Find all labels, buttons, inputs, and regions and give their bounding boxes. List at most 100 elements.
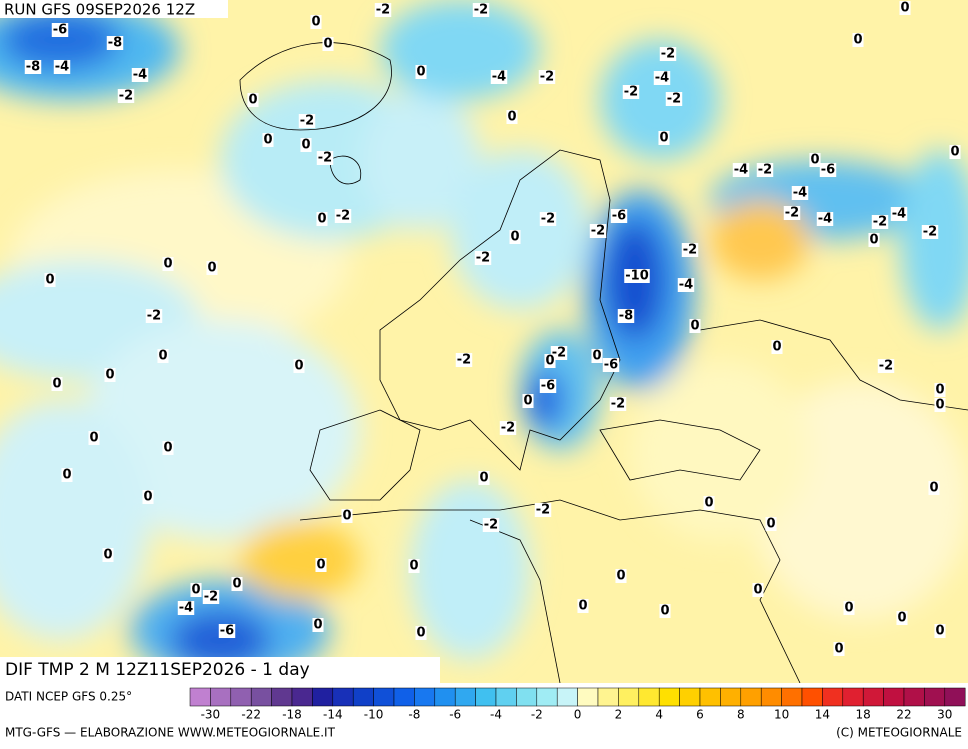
header-box bbox=[0, 0, 228, 18]
contour-label-bg bbox=[247, 93, 259, 107]
contour-label: 0 bbox=[61, 468, 73, 483]
contour-label-bg bbox=[765, 517, 777, 531]
contour-value: -2 bbox=[336, 209, 350, 224]
contour-label-bg bbox=[602, 358, 620, 372]
contour-value: -4 bbox=[492, 70, 506, 85]
contour-label-bg bbox=[190, 583, 202, 597]
contour-label: 0 bbox=[262, 133, 274, 148]
contour-value: 0 bbox=[301, 138, 310, 153]
contour-label: 0 bbox=[88, 431, 100, 446]
contour-label-bg bbox=[455, 353, 473, 367]
colorbar-swatch bbox=[699, 687, 721, 707]
contour-value: -2 bbox=[318, 151, 332, 166]
contour-label: 0 bbox=[752, 583, 764, 598]
contour-label-bg bbox=[177, 601, 195, 615]
colorbar-swatch bbox=[842, 687, 864, 707]
contour-value: -2 bbox=[119, 89, 133, 104]
contour-value: -2 bbox=[536, 503, 550, 518]
contour-value: 0 bbox=[592, 349, 601, 364]
contour-label-bg bbox=[474, 251, 492, 265]
contour-label-bg bbox=[622, 85, 640, 99]
colorbar-swatch bbox=[250, 687, 272, 707]
contour-label: 0 bbox=[247, 93, 259, 108]
contour-label-bg bbox=[534, 503, 552, 517]
contour-label-bg bbox=[934, 383, 946, 397]
colorbar-swatch bbox=[679, 687, 701, 707]
contour-label: -4 bbox=[177, 601, 195, 616]
run-label: RUN GFS 09SEP2026 12Z bbox=[4, 1, 195, 19]
contour-label: -2 bbox=[921, 225, 939, 240]
contour-value: -4 bbox=[133, 68, 147, 83]
contour-label-bg bbox=[104, 368, 116, 382]
contour-label-bg bbox=[783, 206, 801, 220]
colorbar-tick-label: 22 bbox=[896, 708, 911, 722]
contour-label: 0 bbox=[928, 481, 940, 496]
contour-value: -6 bbox=[541, 379, 555, 394]
contour-value: 0 bbox=[207, 261, 216, 276]
contour-label-bg bbox=[506, 110, 518, 124]
contour-label-bg bbox=[206, 261, 218, 275]
colorbar-swatch bbox=[944, 687, 966, 707]
colorbar-swatch bbox=[577, 687, 599, 707]
contour-label-bg bbox=[896, 611, 908, 625]
colorbar-swatch bbox=[352, 687, 374, 707]
contour-label: -2 bbox=[499, 421, 517, 436]
contour-value: 0 bbox=[163, 441, 172, 456]
contour-label: -2 bbox=[681, 243, 699, 258]
contour-value: -4 bbox=[734, 163, 748, 178]
contour-label: 0 bbox=[934, 398, 946, 413]
contour-value: 0 bbox=[409, 559, 418, 574]
colorbar-tick-label: 8 bbox=[737, 708, 745, 722]
contour-value: 0 bbox=[89, 431, 98, 446]
coastlines bbox=[239, 42, 968, 683]
contour-label: -2 bbox=[622, 85, 640, 100]
contour-label: -2 bbox=[783, 206, 801, 221]
contour-label-bg bbox=[689, 319, 701, 333]
contour-value: -4 bbox=[818, 212, 832, 227]
contour-label-bg bbox=[61, 468, 73, 482]
contour-label-bg bbox=[298, 114, 316, 128]
contour-label: 0 bbox=[142, 490, 154, 505]
contour-value: -6 bbox=[604, 358, 618, 373]
contour-value: -2 bbox=[474, 3, 488, 18]
contour-label-bg bbox=[677, 278, 695, 292]
contour-label: -2 bbox=[539, 212, 557, 227]
contour-label: -6 bbox=[610, 209, 628, 224]
contour-label: -2 bbox=[474, 251, 492, 266]
contour-label: 0 bbox=[659, 604, 671, 619]
contour-label: -4 bbox=[732, 163, 750, 178]
contour-value: -2 bbox=[476, 251, 490, 266]
contour-value: 0 bbox=[507, 110, 516, 125]
contour-value: 0 bbox=[766, 517, 775, 532]
contour-label-bg bbox=[544, 354, 556, 368]
contour-label-bg bbox=[231, 577, 243, 591]
contour-label-bg bbox=[615, 569, 627, 583]
contour-value: 0 bbox=[163, 257, 172, 272]
contour-label-bg bbox=[44, 273, 56, 287]
contour-label: 0 bbox=[833, 642, 845, 657]
contour-label: -4 bbox=[677, 278, 695, 293]
colorbar-tick-label: 30 bbox=[937, 708, 952, 722]
contour-value: 0 bbox=[935, 624, 944, 639]
contour-label: 0 bbox=[771, 340, 783, 355]
footer-right: (C) METEOGIORNALE bbox=[836, 726, 962, 740]
contour-value: -2 bbox=[785, 206, 799, 221]
contour-label: 0 bbox=[300, 138, 312, 153]
contour-label-bg bbox=[577, 599, 589, 613]
contour-label: 0 bbox=[231, 577, 243, 592]
contour-value: 0 bbox=[523, 394, 532, 409]
contour-label: -6 bbox=[539, 379, 557, 394]
map-field bbox=[0, 0, 968, 683]
contour-label: -2 bbox=[871, 215, 889, 230]
contour-value: -2 bbox=[541, 212, 555, 227]
contour-label-bg bbox=[538, 70, 556, 84]
contour-value: -4 bbox=[679, 278, 693, 293]
colorbar-swatch bbox=[760, 687, 782, 707]
contour-label: 0 bbox=[506, 110, 518, 125]
colorbar-swatch bbox=[903, 687, 925, 707]
contour-label: -6 bbox=[819, 163, 837, 178]
contour-label-bg bbox=[665, 92, 683, 106]
contour-label-bg bbox=[752, 583, 764, 597]
contour-label-bg bbox=[334, 209, 352, 223]
